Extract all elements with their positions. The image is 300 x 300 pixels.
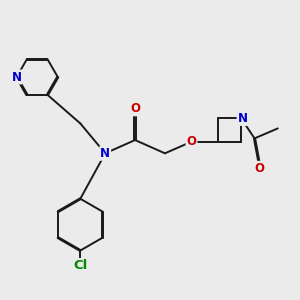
Text: O: O [187,135,196,148]
Text: N: N [100,147,110,160]
Text: N: N [12,70,22,83]
Text: O: O [254,162,265,175]
Text: O: O [130,102,140,116]
Text: N: N [238,112,248,125]
Text: Cl: Cl [73,259,87,272]
